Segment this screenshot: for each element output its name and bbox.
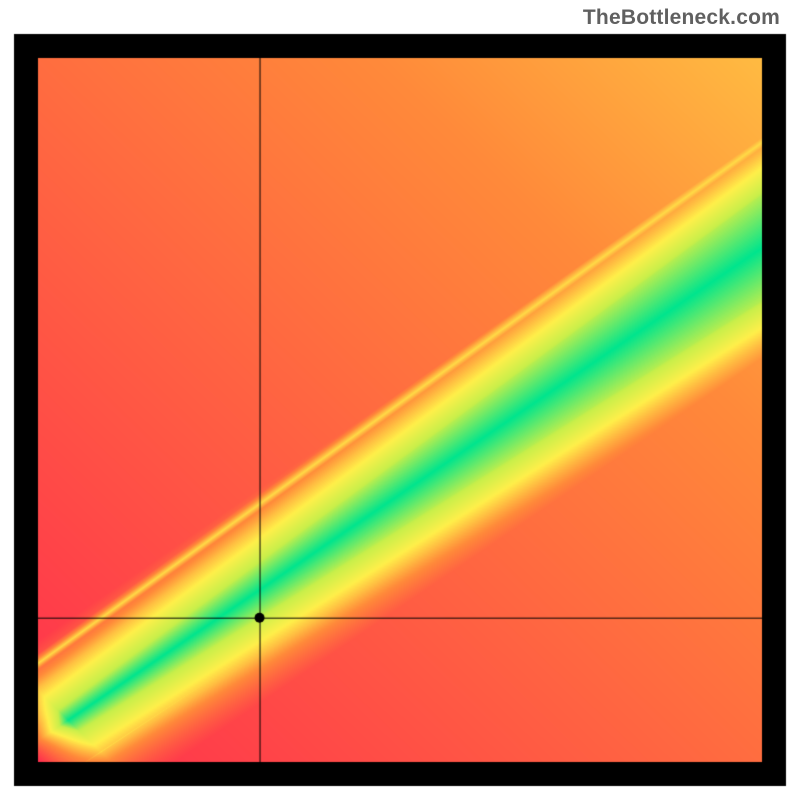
watermark: TheBottleneck.com bbox=[583, 6, 780, 30]
chart-container: TheBottleneck.com bbox=[0, 0, 800, 800]
heatmap-canvas bbox=[0, 0, 800, 800]
